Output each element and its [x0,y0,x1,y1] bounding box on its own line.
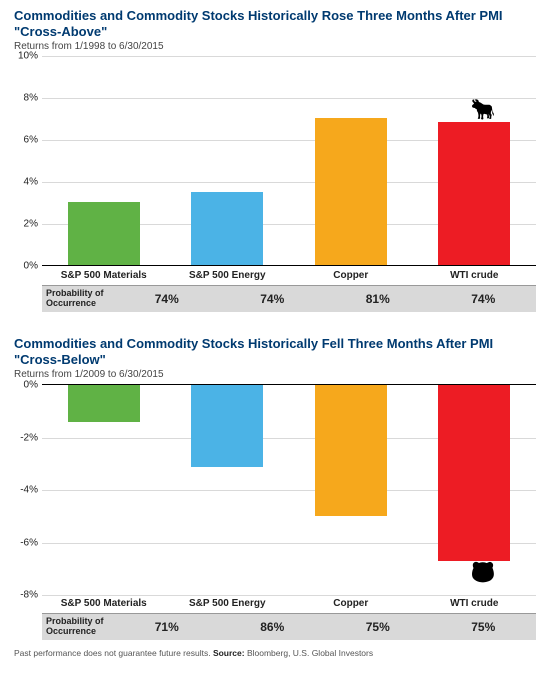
probability-row: Probability of Occurrence 74%74%81%74% [42,285,536,312]
y-tick-label: 8% [14,93,38,104]
y-tick-label: 0% [14,380,38,391]
x-axis-label: WTI crude [413,598,537,609]
chart-area: 0%-2%-4%-6%-8%🐻 S&P 500 MaterialsS&P 500… [14,384,536,640]
footer: Past performance does not guarantee futu… [14,648,536,658]
bar [438,385,510,561]
y-tick-label: -6% [14,537,38,548]
probability-cells: 71%86%75%75% [114,615,536,639]
probability-label: Probability of Occurrence [42,286,114,312]
bar-slot [42,56,166,265]
x-axis-labels: S&P 500 MaterialsS&P 500 EnergyCopperWTI… [42,270,536,281]
bar-slot: 🐂 [413,56,537,265]
y-tick-label: 0% [14,261,38,272]
probability-value: 75% [431,615,537,639]
bar [191,385,263,466]
panel-cross-above: Commodities and Commodity Stocks Histori… [14,8,536,312]
probability-value: 74% [220,287,326,311]
y-tick-label: 4% [14,177,38,188]
probability-label: Probability of Occurrence [42,614,114,640]
x-axis-label: WTI crude [413,270,537,281]
probability-value: 86% [220,615,326,639]
x-axis-label: Copper [289,598,413,609]
x-axis-label: S&P 500 Materials [42,598,166,609]
plot: 0%-2%-4%-6%-8%🐻 [42,384,536,594]
probability-value: 71% [114,615,220,639]
bar-slot: 🐻 [413,385,537,594]
disclaimer-text: Past performance does not guarantee futu… [14,648,211,658]
probability-value: 74% [114,287,220,311]
x-axis-label: S&P 500 Energy [166,598,290,609]
x-axis-label: Copper [289,270,413,281]
bar [315,385,387,516]
bar-slot [42,385,166,594]
panel-cross-below: Commodities and Commodity Stocks Histori… [14,336,536,640]
chart-title: Commodities and Commodity Stocks Histori… [14,336,536,367]
y-tick-label: 10% [14,51,38,62]
chart-subtitle: Returns from 1/1998 to 6/30/2015 [14,41,536,52]
bar [438,122,510,265]
source-text: Bloomberg, U.S. Global Investors [247,648,373,658]
grid-line [42,595,536,596]
bars-container: 🐂 [42,56,536,265]
chart-area: 0%2%4%6%8%10%🐂 S&P 500 MaterialsS&P 500 … [14,56,536,312]
x-axis-label: S&P 500 Materials [42,270,166,281]
bar-slot [166,56,290,265]
bars-container: 🐻 [42,385,536,594]
probability-row: Probability of Occurrence 71%86%75%75% [42,613,536,640]
plot: 0%2%4%6%8%10%🐂 [42,56,536,266]
y-tick-label: 2% [14,219,38,230]
probability-cells: 74%74%81%74% [114,287,536,311]
bar-slot [166,385,290,594]
y-tick-label: 6% [14,135,38,146]
bar [191,192,263,266]
y-tick-label: -8% [14,590,38,601]
chart-subtitle: Returns from 1/2009 to 6/30/2015 [14,369,536,380]
y-tick-label: -4% [14,485,38,496]
y-tick-label: -2% [14,432,38,443]
bar [315,118,387,265]
bear-icon: 🐻 [471,563,496,583]
x-axis-labels: S&P 500 MaterialsS&P 500 EnergyCopperWTI… [42,598,536,609]
bar [68,385,140,422]
probability-value: 81% [325,287,431,311]
x-axis-label: S&P 500 Energy [166,270,290,281]
source-label: Source: [213,648,245,658]
bar-slot [289,385,413,594]
bar-slot [289,56,413,265]
probability-value: 75% [325,615,431,639]
probability-value: 74% [431,287,537,311]
bar [68,202,140,265]
chart-title: Commodities and Commodity Stocks Histori… [14,8,536,39]
bull-icon: 🐂 [471,100,496,120]
